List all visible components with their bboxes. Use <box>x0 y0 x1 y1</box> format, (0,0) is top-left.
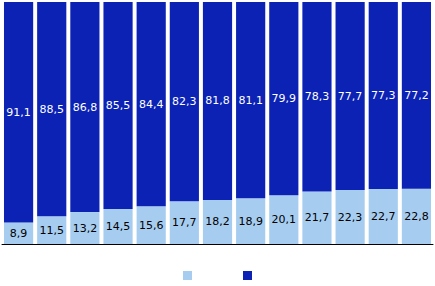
svg-text:81,1: 81,1 <box>238 94 263 107</box>
svg-text:91,1: 91,1 <box>6 106 31 119</box>
svg-text:81,8: 81,8 <box>205 94 230 107</box>
svg-text:22,8: 22,8 <box>404 210 429 223</box>
svg-text:20,1: 20,1 <box>272 213 297 226</box>
svg-text:8,9: 8,9 <box>10 227 28 240</box>
svg-text:13,2: 13,2 <box>73 222 98 235</box>
svg-text:15,6: 15,6 <box>139 219 164 232</box>
svg-text:77,7: 77,7 <box>338 90 363 103</box>
svg-text:14,5: 14,5 <box>106 220 131 233</box>
svg-text:77,2: 77,2 <box>404 89 429 102</box>
svg-text:86,8: 86,8 <box>73 101 98 114</box>
svg-text:77,3: 77,3 <box>371 89 396 102</box>
svg-text:82,3: 82,3 <box>172 95 197 108</box>
svg-text:22,7: 22,7 <box>371 210 396 223</box>
svg-text:21,7: 21,7 <box>305 211 330 224</box>
svg-text:79,9: 79,9 <box>272 92 297 105</box>
svg-text:18,9: 18,9 <box>238 215 263 228</box>
svg-text:17,7: 17,7 <box>172 216 197 229</box>
svg-text:78,3: 78,3 <box>305 90 330 103</box>
svg-text:84,4: 84,4 <box>139 98 164 111</box>
svg-text:85,5: 85,5 <box>106 99 131 112</box>
svg-text:22,3: 22,3 <box>338 211 363 224</box>
svg-text:88,5: 88,5 <box>39 103 64 116</box>
svg-text:11,5: 11,5 <box>39 224 64 237</box>
svg-text:18,2: 18,2 <box>205 215 230 228</box>
